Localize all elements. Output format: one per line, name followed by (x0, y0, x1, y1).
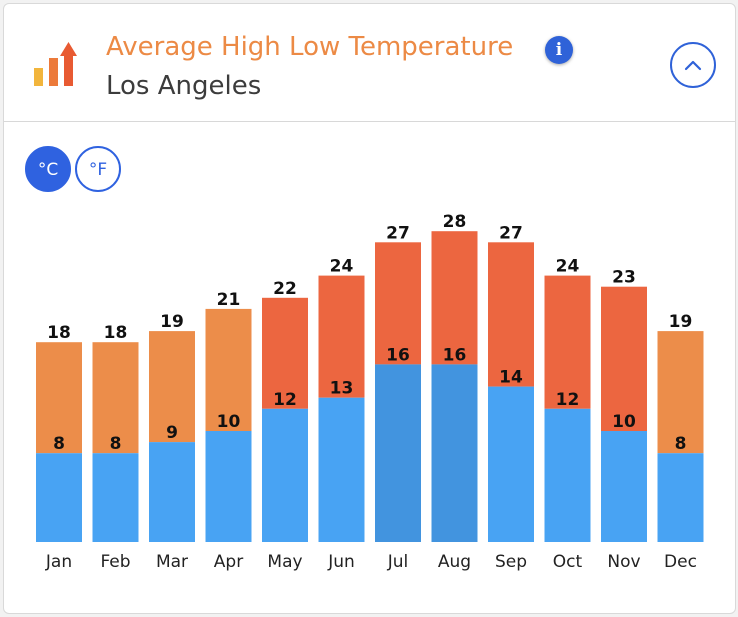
low-bar-apr (205, 431, 252, 542)
low-bar-mar (149, 442, 195, 542)
fahrenheit-toggle[interactable]: °F (75, 146, 121, 192)
low-bar-aug (431, 364, 478, 542)
high-bar-mar (149, 331, 195, 443)
low-value-jun: 13 (330, 379, 354, 399)
high-value-jul: 27 (386, 223, 410, 243)
x-tick-nov: Nov (607, 552, 640, 572)
high-bar-aug (431, 231, 478, 365)
high-value-feb: 18 (104, 323, 128, 343)
high-value-nov: 23 (612, 268, 636, 288)
x-tick-sep: Sep (495, 552, 527, 572)
bar-chart-up-arrow-icon (34, 42, 77, 86)
low-value-aug: 16 (443, 345, 467, 365)
low-bar-sep (488, 386, 534, 542)
collapse-button[interactable] (670, 42, 716, 88)
temperature-card: Average High Low Temperature Los Angeles… (3, 3, 736, 614)
x-tick-feb: Feb (100, 552, 130, 572)
low-bar-jul (375, 364, 421, 542)
card-header: Average High Low Temperature Los Angeles… (4, 4, 735, 122)
low-value-jul: 16 (386, 345, 410, 365)
low-bar-jan (36, 453, 82, 542)
x-tick-may: May (267, 552, 302, 572)
low-bar-dec (657, 453, 704, 542)
high-bar-feb (92, 342, 139, 454)
high-value-may: 22 (273, 279, 297, 299)
low-bar-feb (92, 453, 139, 542)
low-bar-may (262, 408, 308, 542)
high-bar-jul (375, 242, 421, 365)
high-bar-jun (318, 275, 365, 398)
city-name: Los Angeles (106, 71, 262, 101)
low-value-apr: 10 (217, 412, 241, 432)
low-bar-jun (318, 397, 365, 542)
high-bar-jan (36, 342, 82, 454)
x-tick-dec: Dec (664, 552, 697, 572)
high-bar-may (262, 297, 308, 409)
high-value-sep: 27 (499, 223, 523, 243)
x-tick-aug: Aug (438, 552, 471, 572)
x-tick-jun: Jun (327, 552, 355, 572)
high-bar-apr (205, 308, 252, 431)
low-bar-oct (544, 408, 591, 542)
low-value-mar: 9 (166, 423, 178, 443)
celsius-toggle[interactable]: °C (25, 146, 71, 192)
high-value-dec: 19 (669, 312, 693, 332)
high-value-jan: 18 (47, 323, 71, 343)
x-tick-jul: Jul (387, 552, 409, 572)
temperature-bar-chart: 18 8 Jan 18 8 Feb 19 9 Mar 21 10 Apr 22 12 May 24 13 Jun 2… (36, 212, 704, 572)
low-value-may: 12 (273, 390, 297, 410)
low-value-feb: 8 (110, 434, 122, 454)
high-value-apr: 21 (217, 290, 241, 310)
high-bar-nov (601, 286, 647, 431)
x-tick-apr: Apr (214, 552, 243, 572)
high-value-jun: 24 (330, 257, 354, 277)
x-tick-mar: Mar (156, 552, 188, 572)
high-value-aug: 28 (443, 212, 467, 232)
info-icon[interactable]: i (545, 36, 573, 64)
low-value-nov: 10 (612, 412, 636, 432)
x-tick-jan: Jan (45, 552, 72, 572)
x-tick-oct: Oct (553, 552, 583, 572)
high-bar-dec (657, 331, 704, 454)
chart-title: Average High Low Temperature (106, 32, 514, 62)
low-value-sep: 14 (499, 368, 523, 388)
chevron-up-icon (684, 60, 702, 71)
high-value-mar: 19 (160, 312, 184, 332)
low-bar-nov (601, 431, 647, 542)
low-value-oct: 12 (556, 390, 580, 410)
high-bar-sep (488, 242, 534, 387)
low-value-dec: 8 (675, 434, 687, 454)
low-value-jan: 8 (53, 434, 65, 454)
high-value-oct: 24 (556, 257, 580, 277)
high-bar-oct (544, 275, 591, 409)
